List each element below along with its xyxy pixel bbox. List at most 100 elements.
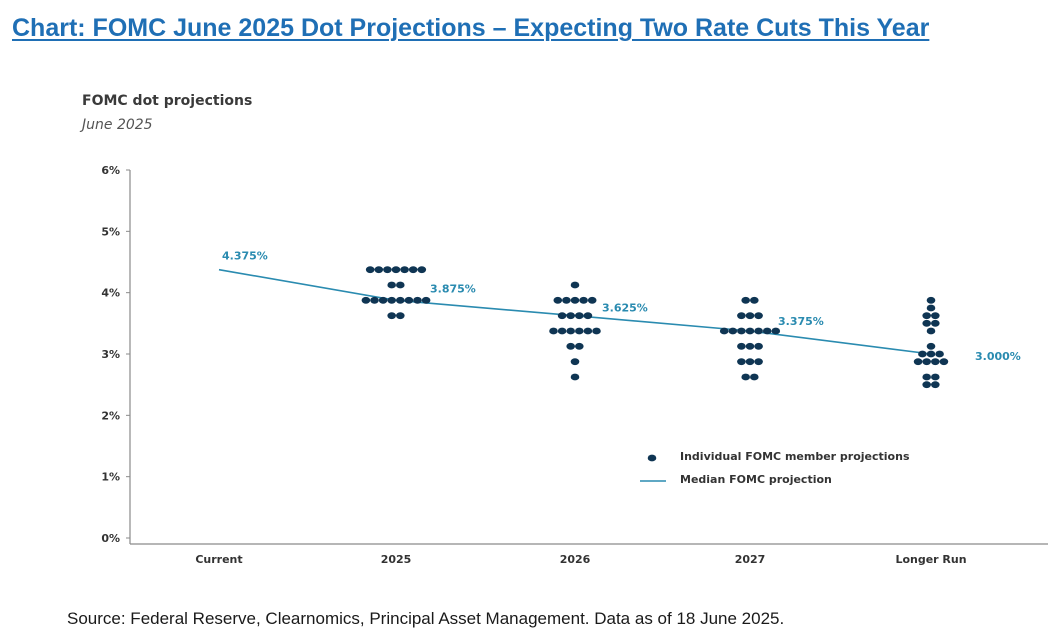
projection-dot: [754, 358, 763, 366]
projection-dot: [762, 327, 772, 335]
x-tick-label: 2025: [381, 553, 412, 566]
projection-dot: [926, 296, 936, 304]
projection-dot: [583, 312, 593, 320]
projection-dot: [570, 281, 580, 289]
projection-dot: [918, 350, 927, 358]
projection-dot: [931, 319, 940, 327]
projection-dot: [421, 296, 431, 304]
projection-dot: [557, 327, 567, 335]
projection-dot: [737, 327, 746, 335]
projection-dots-layer: [361, 266, 949, 389]
projection-dot: [939, 358, 949, 366]
projection-dot: [754, 312, 763, 320]
projection-dot: [583, 327, 593, 335]
projection-dot: [922, 358, 931, 366]
x-tick-label: Current: [195, 553, 242, 566]
y-tick-label: 3%: [101, 348, 120, 361]
projection-dot: [566, 327, 575, 335]
projection-dot: [737, 312, 746, 320]
median-value-label: 3.000%: [975, 350, 1021, 363]
y-tick-label: 2%: [101, 409, 120, 422]
y-tick-label: 0%: [101, 532, 120, 545]
projection-dot: [745, 312, 755, 320]
y-tick-label: 5%: [101, 225, 120, 238]
projection-dot: [935, 350, 944, 358]
projection-dot: [553, 296, 563, 304]
projection-dot: [922, 319, 931, 327]
projection-dot: [745, 327, 755, 335]
projection-dot: [741, 373, 750, 381]
x-tick-label: Longer Run: [895, 553, 966, 566]
median-value-label: 3.375%: [778, 315, 824, 328]
projection-dot: [400, 266, 409, 274]
projection-dot: [922, 312, 931, 320]
projection-dot: [728, 327, 738, 335]
y-tick-label: 4%: [101, 287, 120, 300]
legend-dot-swatch: [647, 454, 657, 462]
median-value-label: 3.875%: [430, 282, 476, 295]
projection-dot: [391, 266, 401, 274]
projection-dot: [926, 304, 936, 312]
projection-dot: [754, 342, 763, 350]
projection-dot: [557, 312, 567, 320]
projection-dot: [745, 342, 755, 350]
projection-dot: [592, 327, 601, 335]
legend-label-dots: Individual FOMC member projections: [680, 450, 910, 463]
projection-dot: [587, 296, 597, 304]
projection-dot: [719, 327, 729, 335]
y-tick-label: 6%: [101, 164, 120, 177]
projection-dot: [413, 296, 422, 304]
projection-dot: [378, 296, 388, 304]
projection-dot: [922, 381, 931, 389]
projection-dot: [417, 266, 427, 274]
projection-dot: [374, 266, 384, 274]
projection-dot: [931, 312, 940, 320]
projection-dot: [926, 327, 936, 335]
x-tick-label: 2027: [735, 553, 766, 566]
projection-dot: [575, 327, 584, 335]
projection-dot: [361, 296, 371, 304]
projection-dot: [370, 296, 379, 304]
projection-dot: [745, 358, 755, 366]
projection-dot: [579, 296, 588, 304]
axes: 0% 1% 2% 3% 4% 5% 6% Current 2025 2026 2027 Longer …: [101, 164, 1048, 566]
projection-dot: [566, 342, 575, 350]
projection-dot: [387, 312, 397, 320]
projection-dot: [926, 350, 936, 358]
projection-dot: [396, 281, 405, 289]
projection-dot: [931, 373, 940, 381]
projection-dot: [396, 296, 405, 304]
projection-dot: [575, 312, 584, 320]
projection-dot: [931, 381, 940, 389]
projection-dot: [562, 296, 571, 304]
page-headline[interactable]: Chart: FOMC June 2025 Dot Projections – …: [12, 14, 930, 42]
projection-dot: [383, 266, 392, 274]
median-value-label: 3.625%: [602, 302, 648, 315]
projection-dot: [549, 327, 558, 335]
x-tick-label: 2026: [560, 553, 591, 566]
projection-dot: [737, 342, 746, 350]
projection-dot: [926, 342, 936, 350]
projection-dot: [931, 358, 940, 366]
chart-subtitle: June 2025: [79, 117, 153, 133]
projection-dot: [570, 358, 580, 366]
projection-dot: [566, 312, 575, 320]
projection-dot: [404, 296, 414, 304]
projection-dot: [387, 296, 397, 304]
legend-label-median: Median FOMC projection: [680, 473, 832, 486]
projection-dot: [913, 358, 923, 366]
legend: Individual FOMC member projections Median…: [640, 450, 910, 486]
median-value-label: 4.375%: [222, 250, 268, 263]
projection-dot: [365, 266, 375, 274]
projection-dot: [396, 312, 405, 320]
projection-dot: [771, 327, 781, 335]
projection-dot: [570, 373, 580, 381]
projection-dot: [922, 373, 931, 381]
y-tick-label: 1%: [101, 471, 120, 484]
median-labels-layer: 4.375% 3.875% 3.625% 3.375% 3.000%: [222, 250, 1021, 363]
chart-title: FOMC dot projections: [82, 93, 252, 109]
projection-dot: [754, 327, 763, 335]
projection-dot: [408, 266, 418, 274]
projection-dot: [750, 296, 759, 304]
